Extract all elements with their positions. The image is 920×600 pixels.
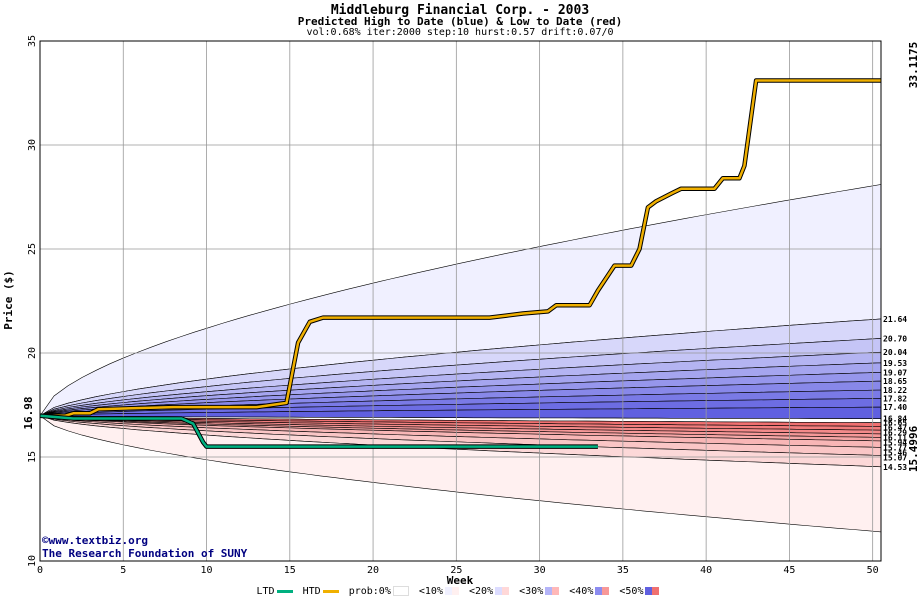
x-tick-label: 45 (783, 565, 795, 576)
x-tick-label: 25 (450, 565, 462, 576)
band-end-label: 19.07 (883, 368, 907, 377)
chart-params: vol:0.68% iter:2000 step:10 hurst:0.57 d… (306, 27, 614, 38)
p40-swatch (595, 587, 610, 595)
y-tick-label: 30 (27, 139, 38, 151)
band-end-label: 17.82 (883, 394, 907, 403)
chart-subtitle: Predicted High to Date (blue) & Low to D… (297, 15, 623, 28)
p20-swatch (495, 587, 510, 595)
band-end-label: 20.70 (883, 334, 907, 343)
x-tick-label: 10 (201, 565, 213, 576)
x-tick-label: 20 (367, 565, 379, 576)
y-axis-label: Price ($) (2, 270, 15, 330)
band-end-label: 15.94 (883, 439, 907, 448)
band-end-label: 18.22 (883, 386, 907, 395)
probability-bands (39, 184, 882, 533)
x-axis-label: Week (447, 574, 474, 587)
legend-ltd: LTD (257, 586, 293, 597)
axis-ticks: 0 5 10 15 20 25 30 35 40 45 50 10 15 20 25 30 35 (27, 35, 879, 576)
high-end-label: 33.1175 (907, 42, 920, 88)
p10-swatch (444, 587, 459, 595)
y-tick-label: 10 (27, 555, 38, 567)
legend-p40: <40% (569, 586, 610, 597)
credit-foundation: The Research Foundation of SUNY (42, 547, 248, 560)
series-line-htd (40, 79, 881, 418)
x-tick-label: 40 (700, 565, 712, 576)
y-tick-label: 25 (27, 243, 38, 255)
series-lines (39, 78, 881, 449)
band-end-label: 15.77 (883, 444, 907, 453)
start-price-label: 16.98 (22, 396, 35, 429)
y-tick-label: 20 (27, 347, 38, 359)
p50-swatch (645, 587, 660, 595)
plot-frame (39, 40, 882, 562)
x-tick-label: 30 (534, 565, 546, 576)
band-end-label: 17.40 (883, 403, 907, 412)
band-end-label: 15.46 (883, 449, 907, 458)
ltd-swatch (276, 589, 293, 593)
x-tick-label: 15 (284, 565, 296, 576)
band-end-label: 16.65 (883, 419, 907, 428)
band-end-label: 19.53 (883, 359, 907, 368)
x-tick-label: 35 (617, 565, 629, 576)
legend-p10: <10% (419, 586, 459, 597)
band-end-label: 16.11 (883, 434, 907, 443)
grid-lines (40, 41, 881, 561)
legend-htd: HTD (303, 586, 339, 597)
legend-prob0: prob:0% (349, 586, 409, 597)
prob0-swatch (392, 586, 409, 596)
credit-url: ©www.textbiz.org (42, 534, 148, 547)
series-line-ltd (39, 414, 598, 448)
band-end-label: 18.65 (883, 377, 907, 386)
legend: LTD HTD prob:0% <10% <20% <30% <40% <50% (0, 586, 920, 598)
band-end-label: 14.53 (883, 463, 907, 472)
y-tick-label: 35 (27, 35, 38, 47)
y-tick-label: 15 (27, 451, 38, 463)
htd-swatch (322, 589, 339, 593)
legend-p50: <50% (619, 586, 660, 597)
p30-swatch (545, 587, 560, 595)
band-end-label: 16.84 (883, 415, 907, 424)
x-tick-label: 50 (867, 565, 879, 576)
x-tick-label: 5 (120, 565, 126, 576)
legend-p20: <20% (469, 586, 510, 597)
band-labels: 21.64 20.70 20.04 19.5319.0718.6518.2217.82… (883, 315, 907, 472)
x-tick-label: 0 (37, 565, 43, 576)
band-end-label: 21.64 (883, 315, 907, 324)
band-end-label: 16.29 (883, 429, 907, 438)
low-end-label: 15.4996 (907, 425, 920, 472)
band-end-label: 15.07 (883, 454, 907, 463)
band-end-label: 16.47 (883, 424, 907, 433)
chart-title: Middleburg Financial Corp. - 2003 (330, 3, 590, 18)
legend-p30: <30% (519, 586, 560, 597)
band-end-label: 20.04 (883, 348, 907, 357)
